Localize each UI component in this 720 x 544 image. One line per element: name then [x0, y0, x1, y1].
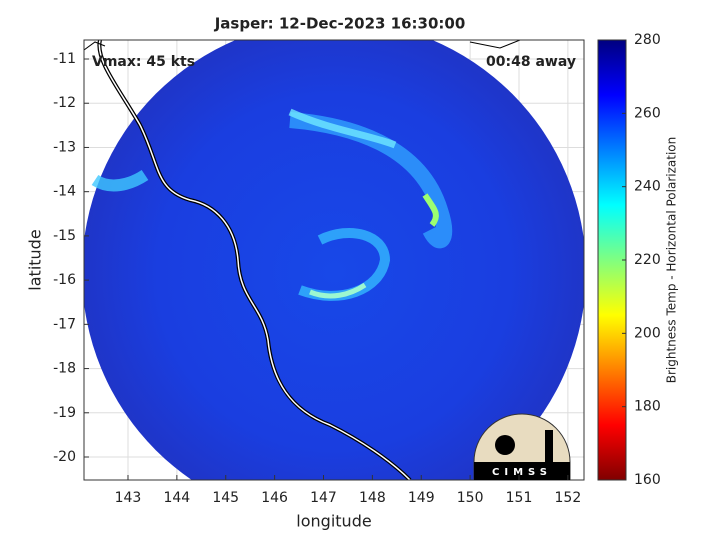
eyewall	[309, 282, 367, 299]
y-axis-label: latitude	[26, 229, 45, 290]
colorbar-tick-label: 160	[634, 472, 661, 488]
x-tick-label: 144	[163, 490, 190, 506]
logo-icon	[495, 435, 515, 455]
colorbar-tick-label: 240	[634, 179, 661, 195]
x-tick-label: 148	[359, 490, 386, 506]
rainband	[288, 108, 397, 149]
y-tick-label: -15	[53, 228, 76, 244]
title: Jasper: 12-Dec-2023 16:30:00	[214, 15, 466, 33]
colorbar	[597, 39, 627, 481]
y-tick-label: -20	[53, 449, 76, 465]
coastline	[84, 40, 521, 51]
x-axis-label: longitude	[296, 512, 371, 531]
logo: CIMSS	[473, 413, 571, 481]
logo-text: CIMSS	[492, 467, 552, 478]
x-tick-label: 151	[506, 490, 533, 506]
y-tick-label: -13	[53, 139, 76, 155]
x-tick-label: 143	[115, 490, 142, 506]
colorbar-tick-label: 200	[634, 325, 661, 341]
logo-icon	[545, 430, 553, 462]
colorbar-tick-label: 260	[634, 105, 661, 121]
imagery	[84, 40, 584, 480]
colorbar-label: Brightness Temp - Horizontal Polarizatio…	[665, 137, 679, 384]
y-tick-label: -12	[53, 95, 76, 111]
y-tick-label: -11	[53, 51, 76, 67]
colorbar-tick-label: 180	[634, 399, 661, 415]
coastline	[98, 40, 411, 480]
swath	[84, 40, 584, 480]
x-tick-label: 150	[457, 490, 484, 506]
x-tick-label: 149	[408, 490, 435, 506]
annotation: Vmax: 45 kts	[92, 54, 195, 70]
colorbar-tick-label: 280	[634, 32, 661, 48]
y-tick-label: -17	[53, 316, 76, 332]
annotation: 00:48 away	[486, 54, 576, 70]
y-tick-label: -19	[53, 405, 76, 421]
land-warm	[91, 169, 149, 192]
colorbar-tick-label: 220	[634, 252, 661, 268]
rainband	[422, 193, 439, 227]
plot-frame	[83, 39, 585, 481]
x-tick-label: 146	[261, 490, 288, 506]
y-tick-label: -14	[53, 184, 76, 200]
y-tick-label: -16	[53, 272, 76, 288]
x-tick-label: 145	[212, 490, 239, 506]
y-tick-label: -18	[53, 361, 76, 377]
logo-band	[474, 462, 570, 480]
x-tick-label: 152	[555, 490, 582, 506]
x-tick-label: 147	[310, 490, 337, 506]
